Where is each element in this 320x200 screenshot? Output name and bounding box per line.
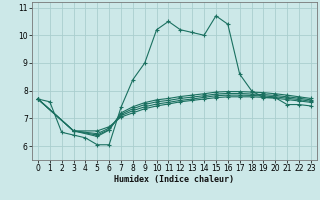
X-axis label: Humidex (Indice chaleur): Humidex (Indice chaleur) [115, 175, 234, 184]
